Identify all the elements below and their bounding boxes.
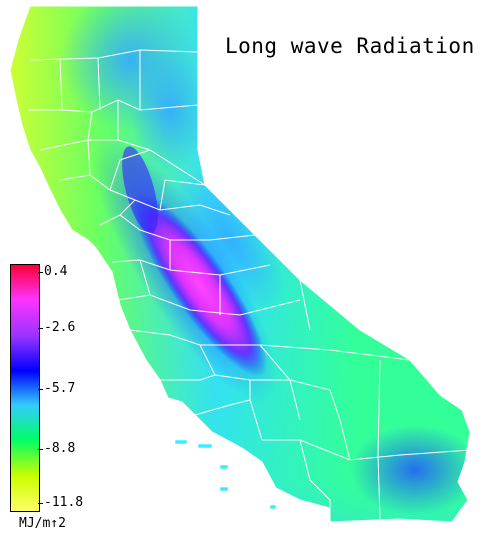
legend-tick-label: -8.8 [44,441,76,456]
legend-tick-mark [38,328,43,329]
legend-tick-mark [38,272,43,273]
legend-tick-mark [38,389,43,390]
legend-tick-label: -11.8 [44,495,84,510]
map-title: Long wave Radiation [225,34,475,58]
legend-tick-mark [38,449,43,450]
legend-tick-label: -5.7 [44,381,76,396]
legend-tick-mark [38,503,43,504]
legend-tick-label: -2.6 [44,320,76,335]
color-scale-bar [10,264,40,512]
legend-units: MJ/m↑2 [19,516,66,531]
legend-tick-label: 0.4 [44,264,68,279]
